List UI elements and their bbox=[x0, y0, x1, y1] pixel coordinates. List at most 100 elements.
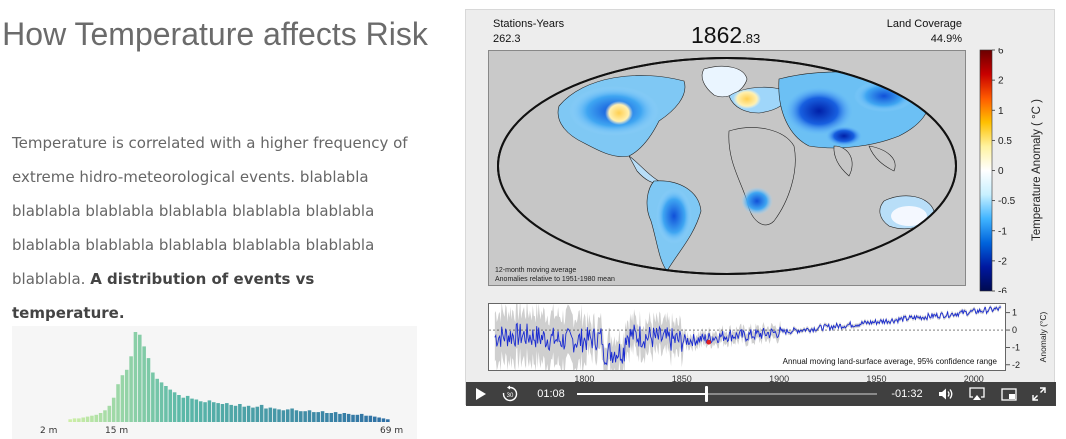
histogram-bar bbox=[190, 398, 194, 422]
histogram-bar bbox=[111, 397, 116, 422]
histogram-bar bbox=[272, 408, 277, 422]
timeseries-y-axis: 1 0 -1 -2 Anomaly (°C) bbox=[1006, 308, 1048, 370]
histogram-bar bbox=[316, 412, 320, 422]
ts-y-tick-label: 0 bbox=[1012, 325, 1017, 335]
skip-back-button[interactable]: 30 bbox=[499, 382, 521, 406]
picture-in-picture-icon bbox=[1001, 387, 1017, 401]
histogram-bar bbox=[359, 413, 364, 422]
colorbar-tick-label: -0.5 bbox=[998, 196, 1016, 207]
description-paragraph: Temperature is correlated with a higher … bbox=[12, 126, 422, 330]
histogram-bar bbox=[124, 369, 129, 422]
histogram-bar bbox=[72, 418, 77, 422]
temperature-anomaly-video[interactable]: Stations-Years 262.3 1862.83 Land Covera… bbox=[465, 9, 1056, 406]
stations-years-value: 262.3 bbox=[493, 33, 521, 45]
land-anomalies bbox=[557, 66, 935, 272]
video-control-bar: 30 01:08 -01:32 bbox=[466, 382, 1056, 406]
histogram-bar bbox=[290, 408, 294, 422]
temperature-colorbar: 6 2 1 0.5 0 -0.5 -1 -2 -6 Temperature Anomaly ( °… bbox=[979, 48, 1043, 293]
colorbar-gradient bbox=[979, 49, 993, 292]
current-year-marker bbox=[706, 339, 712, 345]
histogram-bar bbox=[207, 400, 212, 422]
airplay-button[interactable] bbox=[966, 382, 988, 406]
histogram-bar bbox=[351, 414, 355, 422]
page-title: How Temperature affects Risk bbox=[2, 16, 428, 52]
histogram-bar bbox=[177, 395, 181, 422]
play-button[interactable] bbox=[472, 382, 490, 406]
fullscreen-expand-icon bbox=[1032, 387, 1046, 401]
ts-y-tick-label: -1 bbox=[1012, 342, 1020, 352]
ts-x-tick-label: 1950 bbox=[866, 374, 887, 384]
histogram-bar bbox=[251, 407, 255, 422]
histogram-bar bbox=[220, 404, 225, 422]
histogram-bar bbox=[225, 403, 229, 422]
land-coverage-label: Land Coverage bbox=[886, 18, 962, 30]
volume-button[interactable] bbox=[936, 382, 956, 406]
histogram-bar bbox=[281, 410, 286, 422]
histogram-bar bbox=[259, 404, 264, 422]
histogram-bar bbox=[312, 412, 316, 422]
histogram-axis-label-mid: 15 m bbox=[105, 426, 129, 436]
timeseries-x-axis: 1800 1850 1900 1950 2000 bbox=[466, 374, 1056, 386]
histogram-bar bbox=[264, 408, 268, 422]
histogram-bar bbox=[229, 404, 233, 422]
progress-handle[interactable] bbox=[705, 386, 708, 402]
world-anomaly-map: 12-month moving average Anomalies relati… bbox=[488, 50, 966, 286]
current-year-fraction: .83 bbox=[742, 31, 761, 46]
volume-icon bbox=[939, 388, 953, 400]
histogram-bar bbox=[103, 410, 107, 422]
histogram-bar bbox=[377, 417, 381, 422]
timeseries-chart bbox=[489, 304, 1005, 370]
histogram-bar bbox=[155, 378, 159, 422]
play-icon bbox=[476, 388, 486, 400]
timeseries-plot: Annual moving land-surface average, 95% … bbox=[488, 303, 1006, 371]
ts-y-axis-label: Anomaly (°C) bbox=[1038, 312, 1048, 363]
histogram-bar bbox=[268, 407, 273, 422]
land-coverage-value: 44.9% bbox=[930, 33, 962, 45]
rewind-30-icon: 30 bbox=[502, 385, 518, 402]
histogram-bar bbox=[346, 413, 351, 422]
ts-x-tick-label: 1850 bbox=[671, 374, 692, 384]
histogram-bar bbox=[285, 409, 290, 422]
description-text: Temperature is correlated with a higher … bbox=[12, 134, 408, 288]
current-year: 1862 bbox=[691, 22, 743, 48]
histogram-bar bbox=[329, 413, 334, 422]
histogram-bar bbox=[299, 411, 303, 422]
histogram-bar bbox=[338, 413, 342, 422]
anomaly-series-line bbox=[494, 306, 1002, 366]
histogram-bar bbox=[129, 356, 133, 422]
histogram-bar bbox=[181, 397, 186, 422]
histogram-bar bbox=[138, 334, 142, 422]
elapsed-time-wrapper: 01:08 bbox=[531, 382, 571, 406]
colorbar-tick-label: 0 bbox=[998, 166, 1004, 177]
fullscreen-button[interactable] bbox=[1028, 382, 1050, 406]
histogram-axis-label-max: 69 m bbox=[380, 426, 404, 436]
histogram-bar bbox=[303, 411, 307, 422]
histogram-bar bbox=[255, 406, 260, 422]
histogram-bar bbox=[342, 413, 347, 422]
colorbar-tick-label: -1 bbox=[998, 226, 1007, 237]
histogram-bar bbox=[146, 358, 151, 422]
colorbar-title: Temperature Anomaly ( °C ) bbox=[1031, 99, 1043, 241]
histogram-bar bbox=[168, 389, 173, 422]
histogram-bar bbox=[368, 415, 373, 422]
histogram-bar bbox=[355, 414, 360, 422]
histogram-bar bbox=[151, 372, 155, 422]
description-emphasis: A distribution of events vs temperature. bbox=[12, 270, 315, 322]
remaining-time: -01:32 bbox=[891, 388, 923, 400]
histogram-bar bbox=[68, 419, 72, 422]
stations-years-label: Stations-Years bbox=[493, 18, 565, 30]
progress-bar[interactable] bbox=[577, 386, 877, 402]
histogram-bar bbox=[203, 402, 207, 422]
histogram-bar bbox=[81, 417, 85, 422]
histogram-bar bbox=[386, 419, 390, 422]
histogram-bar bbox=[246, 405, 251, 422]
histogram-bar bbox=[307, 410, 312, 422]
colorbar-tick-label: 2 bbox=[998, 76, 1004, 87]
remaining-time-wrapper: -01:32 bbox=[884, 382, 930, 406]
histogram-bar bbox=[198, 401, 203, 422]
histogram-bar bbox=[133, 332, 138, 422]
histogram-bar bbox=[107, 405, 112, 422]
ts-y-tick-label: -2 bbox=[1012, 360, 1020, 370]
colorbar-tick-label: 0.5 bbox=[998, 136, 1012, 147]
picture-in-picture-button[interactable] bbox=[998, 382, 1020, 406]
